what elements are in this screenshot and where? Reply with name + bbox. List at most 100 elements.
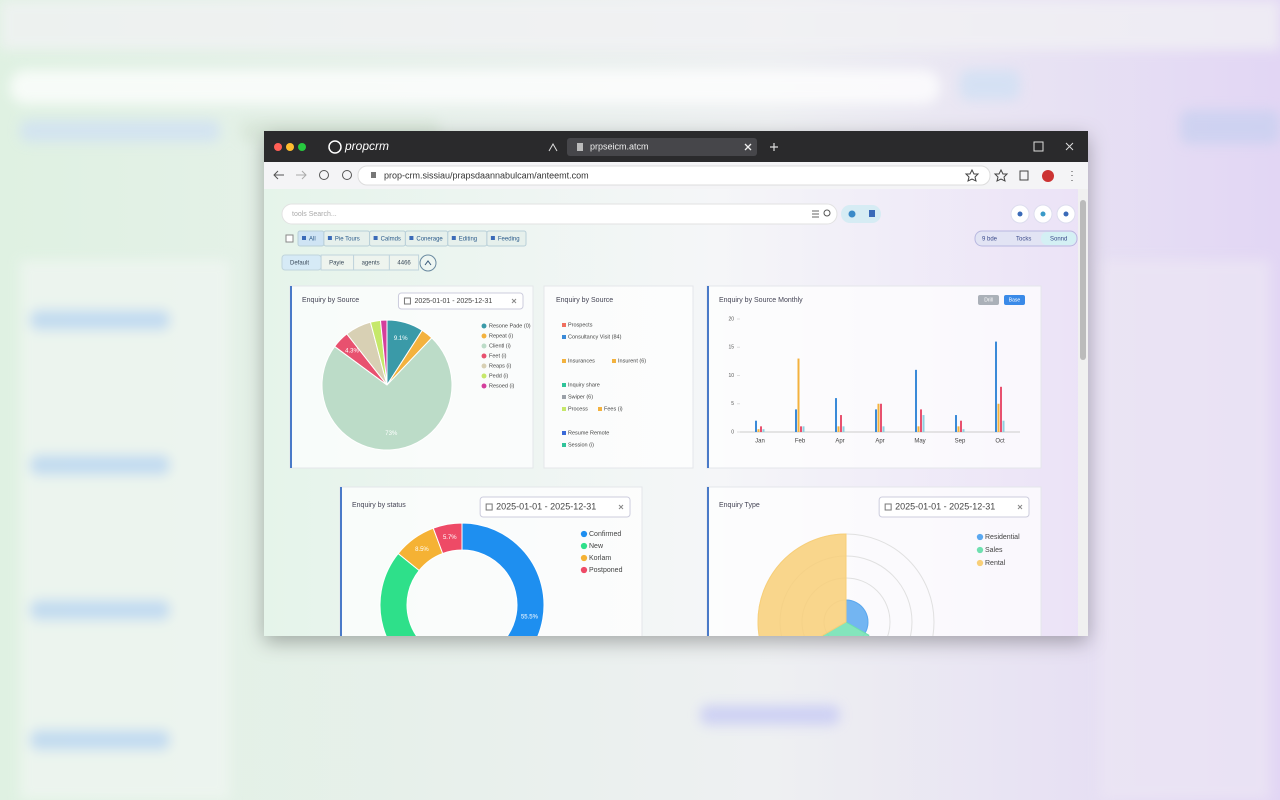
legend-label: Resone Pade (0) (489, 323, 531, 329)
legend-swatch (481, 323, 487, 329)
url-field[interactable] (357, 165, 991, 186)
scrollbar (1078, 189, 1088, 636)
segment-label: agents (362, 261, 380, 267)
view-chip-label: Sonnd (1050, 237, 1067, 243)
new-tab[interactable] (770, 143, 778, 151)
date-range-picker[interactable] (397, 292, 524, 310)
legend-label: Insurances (568, 358, 595, 364)
filter-chip-label: Editing (459, 237, 477, 243)
back-button[interactable] (273, 170, 284, 180)
bar (795, 409, 797, 432)
legend-swatch (562, 323, 566, 327)
bar (840, 415, 842, 432)
filter-chip-label: Calmds (381, 237, 401, 243)
bar (917, 426, 920, 432)
slice-label: 55.5% (521, 614, 539, 620)
tab-icon (577, 143, 583, 151)
legend-label: Sales (985, 547, 1003, 554)
bookmark[interactable] (964, 168, 980, 182)
panel-title: Enquiry by status (352, 502, 406, 509)
date-clear[interactable] (511, 298, 517, 304)
y-tick-label: 0 (731, 429, 734, 435)
legend-label: Consultancy Visit (84) (568, 334, 622, 340)
action-icon (1063, 211, 1069, 217)
filter-icon (812, 210, 819, 218)
date-clear[interactable] (1017, 504, 1023, 510)
chart-button[interactable] (1004, 295, 1025, 305)
window-restore[interactable] (1033, 141, 1044, 152)
segment[interactable] (388, 254, 420, 271)
y-tick-label: 15 (728, 345, 734, 351)
lock-icon (371, 172, 376, 178)
home-icon[interactable] (548, 142, 558, 152)
date-range-picker[interactable] (479, 496, 631, 518)
panel (706, 285, 1042, 469)
x-tick-label: Oct (995, 439, 1005, 445)
action-icon (1040, 211, 1046, 217)
legend-swatch (481, 333, 487, 339)
scroll-thumb[interactable] (1080, 200, 1086, 360)
legend-label: Korlam (589, 555, 611, 562)
legend-swatch (580, 566, 588, 574)
tab-close[interactable] (744, 143, 752, 151)
profile[interactable] (1042, 170, 1054, 182)
tool-group[interactable] (841, 205, 881, 223)
tab[interactable] (567, 138, 757, 156)
collapse-button[interactable] (419, 254, 437, 272)
favorites[interactable] (993, 168, 1009, 182)
legend-label: Inquiry share (568, 382, 600, 388)
date-clear[interactable] (618, 504, 624, 510)
legend-swatch (481, 373, 487, 379)
search-field[interactable] (281, 203, 838, 225)
legend-swatch (481, 363, 487, 369)
reload-button[interactable] (319, 170, 329, 180)
date-range: 2025-01-01 - 2025-12-31 (895, 501, 995, 511)
segment-label: Default (290, 261, 309, 267)
legend-label: Process (568, 406, 588, 412)
extensions[interactable] (1019, 170, 1029, 181)
forward-button[interactable] (296, 170, 307, 180)
close-dot[interactable] (274, 143, 282, 151)
date-range-picker[interactable] (878, 496, 1030, 518)
legend-swatch (598, 407, 602, 411)
slice-label: 5.7% (443, 535, 457, 541)
legend-swatch (976, 546, 984, 554)
filter-checkbox[interactable] (285, 234, 294, 243)
zoom-dot[interactable] (298, 143, 306, 151)
panel (543, 285, 694, 469)
legend-swatch (580, 530, 588, 538)
chart-button-label: Drill (984, 297, 993, 303)
legend-swatch (976, 533, 984, 541)
bar (797, 358, 800, 432)
bar (875, 409, 877, 432)
legend-label: Prospects (568, 322, 593, 328)
slice (432, 522, 463, 555)
filter-chip-icon (302, 236, 306, 240)
x-tick-label: Apr (835, 439, 844, 445)
panel-title: Enquiry by Source (556, 297, 613, 304)
legend-swatch (612, 359, 616, 363)
bar (842, 426, 845, 432)
y-tick-label: 10 (728, 373, 734, 379)
panel-title: Enquiry by Source (302, 297, 359, 304)
brand: propcrm (344, 139, 389, 153)
legend-label: Clientl (i) (489, 343, 511, 349)
filter-chip-icon (409, 236, 414, 240)
url: prop-crm.sissiau/prapsdaannabulcam/antee… (384, 170, 589, 180)
bar (837, 426, 840, 432)
tool-icon (848, 210, 856, 218)
chart-button[interactable] (978, 295, 999, 305)
site-info[interactable] (342, 170, 352, 180)
filter-chip[interactable] (486, 230, 527, 247)
legend-swatch (562, 359, 566, 363)
calendar-icon (485, 503, 493, 511)
legend-label: Pedd (i) (489, 373, 508, 379)
legend-swatch (562, 335, 566, 339)
view-chip-active[interactable] (1041, 232, 1076, 245)
panel-accent (290, 286, 292, 468)
minimize-dot[interactable] (286, 143, 294, 151)
panel-accent (707, 286, 709, 468)
slice-label: 4.3% (345, 349, 359, 355)
bar (757, 429, 760, 432)
window-close[interactable] (1065, 142, 1074, 151)
